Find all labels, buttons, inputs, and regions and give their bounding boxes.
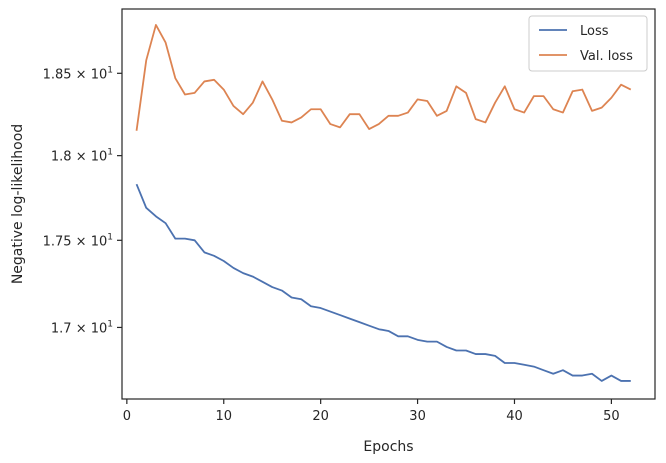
- x-axis-label: Epochs: [363, 439, 413, 455]
- series-line-val-loss: [135, 24, 632, 131]
- y-tick-label: 1.75 × 101: [43, 232, 113, 249]
- x-tick-label: 50: [603, 409, 620, 424]
- y-tick-label: 1.7 × 101: [51, 319, 113, 336]
- y-tick-label: 1.8 × 101: [51, 148, 113, 165]
- x-tick-label: 20: [312, 409, 329, 424]
- y-axis-label: Negative log-likelihood: [10, 124, 26, 284]
- plot-lines: [135, 24, 632, 382]
- x-tick-label: 40: [506, 409, 523, 424]
- x-tick-label: 10: [215, 409, 232, 424]
- legend: Loss Val. loss: [528, 15, 648, 72]
- legend-label-loss: Loss: [580, 24, 609, 39]
- legend-label-val-loss: Val. loss: [580, 49, 633, 64]
- y-tick-label: 1.85 × 101: [43, 65, 113, 82]
- series-line-loss: [135, 183, 631, 382]
- y-axis: 1.7 × 101 1.75 × 101 1.8 × 101 1.85 × 101: [43, 65, 122, 336]
- x-tick-label: 30: [409, 409, 426, 424]
- x-tick-label: 0: [123, 409, 131, 424]
- x-axis: 0 10 20 30 40 50: [123, 399, 620, 424]
- plot-frame: [121, 8, 656, 400]
